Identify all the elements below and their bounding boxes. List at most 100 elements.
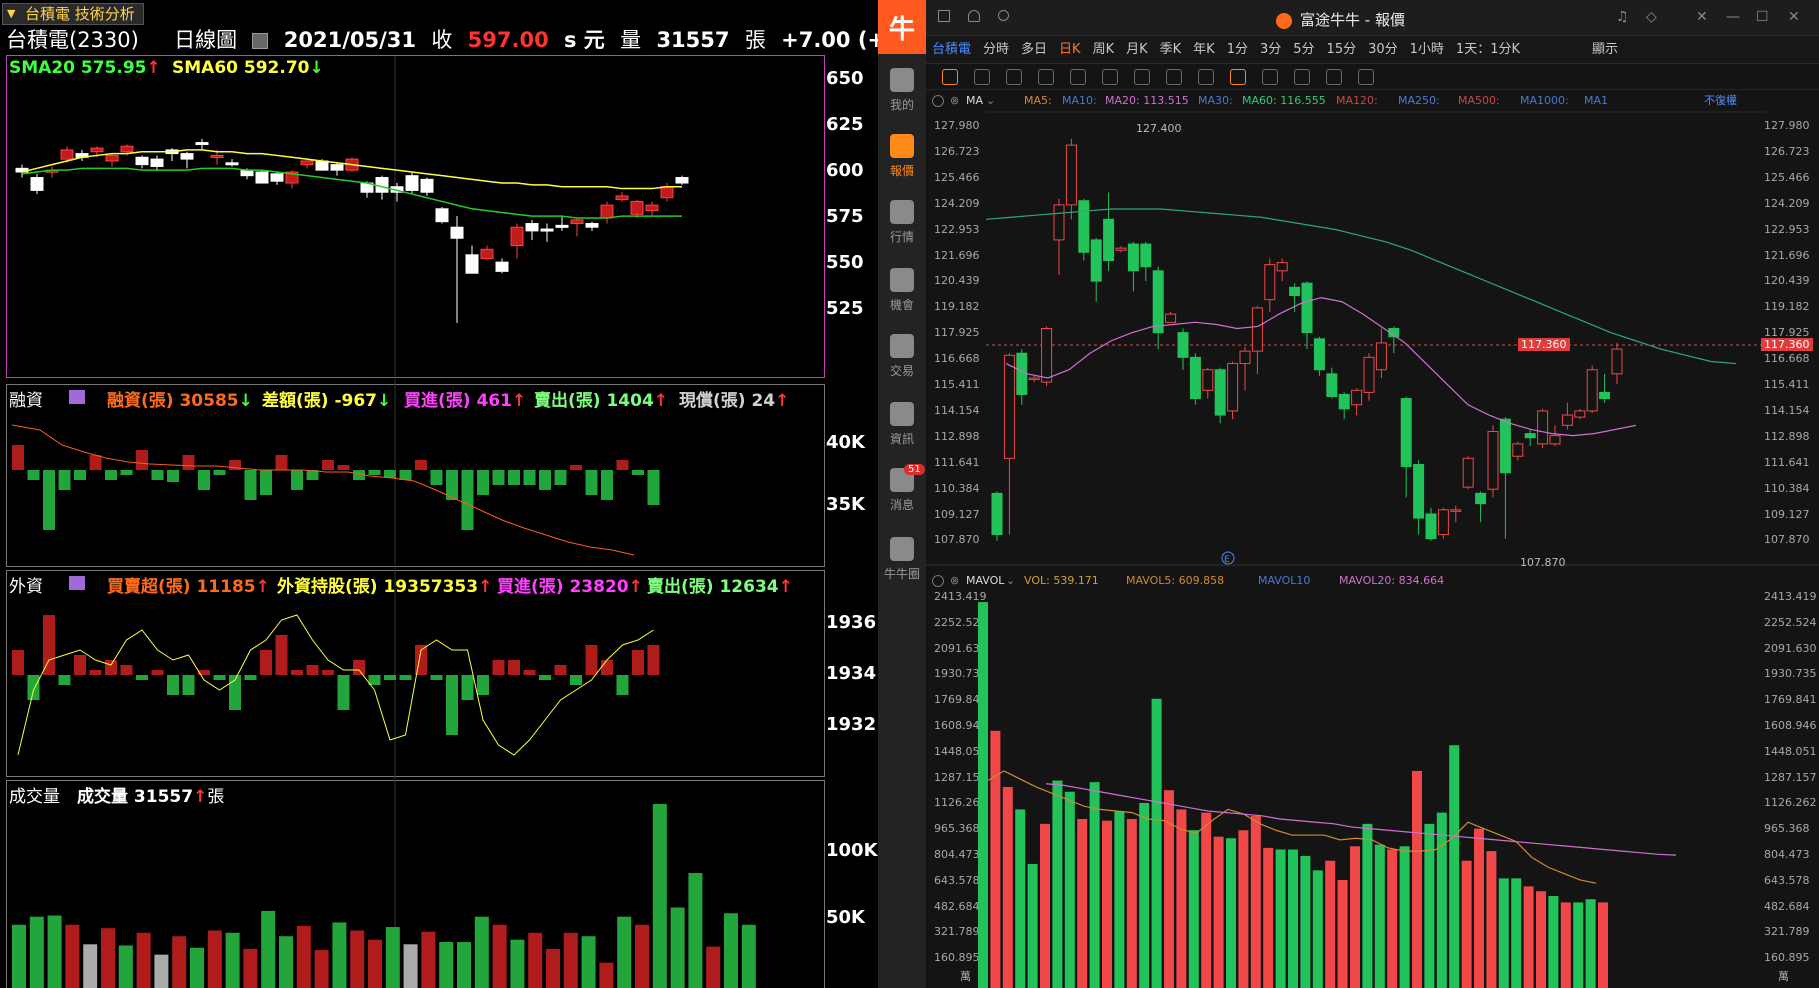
minimize-icon[interactable]: — bbox=[1726, 9, 1740, 25]
comment-tool-icon[interactable] bbox=[1198, 69, 1214, 85]
sidebar-item[interactable]: 牛牛圈 bbox=[878, 537, 926, 582]
period-tab[interactable]: 1分 bbox=[1226, 42, 1248, 57]
volume-panel[interactable]: 成交量 成交量 31557↑張 bbox=[6, 780, 825, 988]
ma-selector[interactable]: MA bbox=[966, 94, 984, 107]
lock-icon[interactable] bbox=[1262, 69, 1278, 85]
vol-label[interactable]: VOL: 539.171 bbox=[1024, 574, 1099, 587]
earnings-marker-icon[interactable] bbox=[1221, 551, 1235, 565]
close-indicator-icon[interactable]: ⊗ bbox=[950, 94, 960, 107]
period-tab[interactable]: 1小時 bbox=[1409, 42, 1444, 57]
pin-icon[interactable]: ✕ bbox=[1696, 9, 1708, 25]
foreign-bar bbox=[291, 670, 303, 675]
magnet-icon[interactable] bbox=[1230, 69, 1246, 85]
headset-icon[interactable]: ♫ bbox=[1616, 9, 1629, 25]
measure-tool-icon[interactable] bbox=[1102, 69, 1118, 85]
dropdown-arrow-icon[interactable]: ▼ bbox=[7, 7, 16, 20]
mavol10-label[interactable]: MAVOL10 bbox=[1258, 574, 1311, 587]
period-tab[interactable]: 年K bbox=[1193, 42, 1215, 57]
volume-unit-right: 萬 bbox=[1778, 970, 1789, 983]
volume-tick: 100K bbox=[826, 840, 878, 861]
period-tabs: 台積電 分時 多日 日K 周K 月K 季K 年K 1分 3分 5分 15分 30分 1小時 1天：1分K 顯示 bbox=[926, 36, 1819, 64]
candle-body bbox=[1338, 393, 1350, 410]
volume-tick: 1448.051 bbox=[1764, 744, 1817, 758]
chevron-down-icon[interactable]: ⌄ bbox=[986, 94, 996, 107]
period-tab[interactable]: 5分 bbox=[1293, 42, 1315, 57]
sidebar-item[interactable]: 機會 bbox=[878, 268, 926, 313]
sidebar-item[interactable]: 我的 bbox=[878, 68, 926, 113]
period-tab[interactable]: 季K bbox=[1159, 42, 1182, 57]
candle-body bbox=[1264, 264, 1276, 301]
period-tab[interactable]: 多日 bbox=[1021, 42, 1048, 57]
bell-icon[interactable] bbox=[968, 10, 980, 22]
sidebar-item[interactable]: 消息 51 bbox=[878, 464, 926, 513]
menu-icon[interactable] bbox=[938, 10, 950, 22]
futu-logo-icon[interactable]: 牛 bbox=[878, 0, 926, 54]
ma5-label[interactable]: MA5: bbox=[1024, 94, 1052, 107]
shirt-icon[interactable]: ◇ bbox=[1646, 9, 1657, 25]
period-tab[interactable]: 周K bbox=[1092, 42, 1115, 57]
display-menu[interactable]: 顯示 bbox=[1592, 42, 1619, 57]
margin-panel[interactable]: 融資 融資(張) 30585↓ 差額(張) -967↓ 買進(張) 461↑ 賣出(張… bbox=[6, 384, 825, 567]
period-tab[interactable]: 台積電 bbox=[932, 42, 972, 57]
channel-tool-icon[interactable] bbox=[1038, 69, 1054, 85]
margin-bar bbox=[136, 450, 148, 470]
sidebar-item[interactable]: 資訊 bbox=[878, 402, 926, 447]
settings-icon[interactable] bbox=[1358, 69, 1374, 85]
ma20-label[interactable]: MA20: 113.515 bbox=[1105, 94, 1189, 107]
line-tool-icon[interactable] bbox=[974, 69, 990, 85]
period-tab[interactable]: 日K bbox=[1059, 42, 1081, 57]
close-icon[interactable]: ✕ bbox=[1788, 9, 1800, 25]
foreign-panel[interactable]: 外資 買賣超(張) 11185↑ 外資持股(張) 19357353↑ 買進(張) 2… bbox=[6, 570, 825, 777]
close-volume-indicator-icon[interactable]: ⊗ bbox=[950, 574, 960, 587]
ma500-label[interactable]: MA500: bbox=[1458, 94, 1500, 107]
foreign-menu-icon[interactable] bbox=[69, 576, 85, 590]
margin-bar bbox=[384, 470, 396, 478]
ma1-label[interactable]: MA1 bbox=[1584, 94, 1609, 107]
ma1000-label[interactable]: MA1000: bbox=[1520, 94, 1569, 107]
price-panel[interactable]: SMA20 575.95↑ SMA60 592.70↓ bbox=[6, 55, 825, 378]
ma30-label[interactable]: MA30: bbox=[1198, 94, 1233, 107]
crosshair-icon[interactable] bbox=[942, 69, 958, 85]
sidebar-item[interactable]: 行情 bbox=[878, 200, 926, 245]
candle-body bbox=[225, 162, 239, 166]
chevron-down-icon[interactable]: ⌄ bbox=[1006, 574, 1016, 587]
volume-settings-gear-icon[interactable] bbox=[932, 575, 944, 587]
ma20-line bbox=[1005, 296, 1637, 437]
trend-tool-icon[interactable] bbox=[1006, 69, 1022, 85]
eye-icon[interactable] bbox=[1294, 69, 1310, 85]
period-tab[interactable]: 3分 bbox=[1259, 42, 1282, 57]
trash-icon[interactable] bbox=[1326, 69, 1342, 85]
chart-type[interactable]: 日線圖 bbox=[174, 28, 238, 52]
arrow-tool-icon[interactable] bbox=[1134, 69, 1150, 85]
search-icon[interactable] bbox=[998, 10, 1009, 21]
chart-type-checkbox-icon[interactable] bbox=[252, 33, 269, 49]
maximize-icon[interactable]: ☐ bbox=[1756, 9, 1769, 25]
period-tab[interactable]: 15分 bbox=[1326, 42, 1357, 57]
ma10-label[interactable]: MA10: bbox=[1062, 94, 1097, 107]
period-tab[interactable]: 30分 bbox=[1368, 42, 1398, 57]
period-tab[interactable]: 分時 bbox=[983, 42, 1010, 57]
volume-bar bbox=[1585, 899, 1596, 988]
ma60-label[interactable]: MA60: 116.555 bbox=[1242, 94, 1326, 107]
sidebar-item-label: 行情 bbox=[889, 230, 914, 244]
volume-tick: 50K bbox=[826, 907, 865, 928]
sidebar-item[interactable]: 交易 bbox=[878, 334, 926, 379]
text-tool-icon[interactable] bbox=[1166, 69, 1182, 85]
ma120-label[interactable]: MA120: bbox=[1336, 94, 1378, 107]
foreign-bar bbox=[384, 675, 396, 680]
candle-body bbox=[600, 204, 614, 219]
mavol-selector[interactable]: MAVOL bbox=[966, 574, 1005, 587]
sidebar-item[interactable]: 報價 bbox=[878, 134, 926, 179]
adjust-selector[interactable]: 不復權 bbox=[1704, 94, 1737, 107]
period-tab[interactable]: 1天：1分K bbox=[1455, 42, 1520, 57]
window-title-tab[interactable]: ▼ 台積電 技術分析 bbox=[2, 3, 144, 25]
settings-gear-icon[interactable] bbox=[932, 95, 944, 107]
price-tick: 121.696 bbox=[1764, 248, 1810, 262]
ma250-label[interactable]: MA250: bbox=[1398, 94, 1440, 107]
period-tab[interactable]: 月K bbox=[1126, 42, 1148, 57]
mavol20-label[interactable]: MAVOL20: 834.664 bbox=[1339, 574, 1445, 587]
mavol5-label[interactable]: MAVOL5: 609.858 bbox=[1126, 574, 1225, 587]
margin-bar bbox=[229, 460, 241, 470]
margin-menu-icon[interactable] bbox=[69, 390, 85, 404]
fib-tool-icon[interactable] bbox=[1070, 69, 1086, 85]
